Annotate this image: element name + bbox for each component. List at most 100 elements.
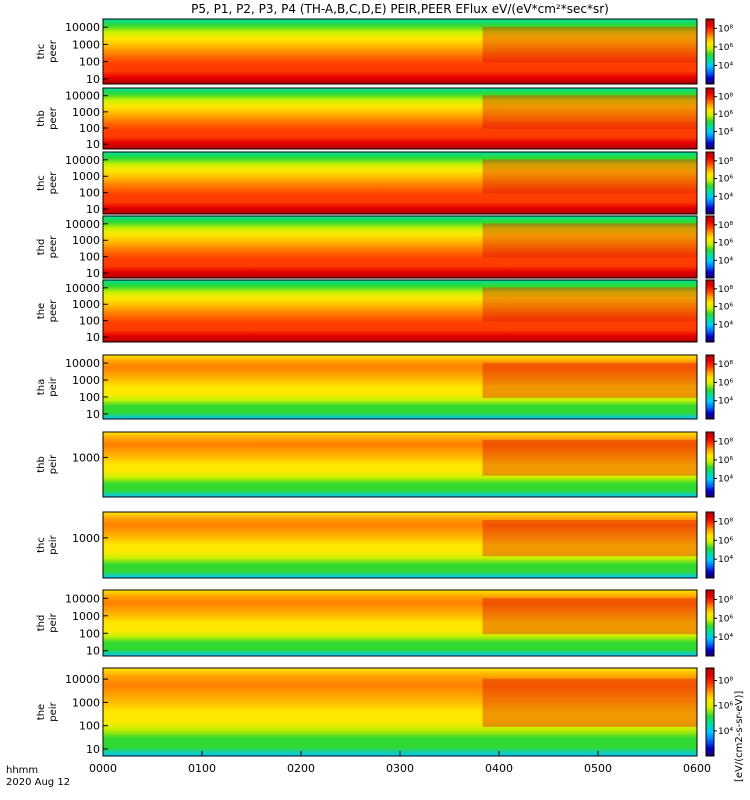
panel-label-thd_peer-sc: thd: [36, 239, 47, 256]
ytick-label-thd_peir-2: 1000: [72, 610, 100, 623]
chart-title: P5, P1, P2, P3, P4 (TH-A,B,C,D,E) PEIR,P…: [191, 2, 609, 16]
panel-label-the_peir-sc: the: [36, 704, 47, 720]
axis-frame-thd_peer: [102, 215, 698, 279]
ytick-label-the_peir-1: 100: [79, 720, 100, 733]
axis-frame-thc_peir: [102, 511, 698, 579]
ytick-label-thd_peir-3: 10000: [65, 592, 100, 605]
ytick-label-tha_peer-2: 1000: [72, 38, 100, 51]
enhancement-the_peir: [482, 678, 697, 727]
panel-label-tha_peir-type: peir: [48, 376, 59, 396]
enhancement-tha_peer: [482, 26, 697, 63]
colorbar-the_peer: [705, 279, 715, 343]
panel-label-tha_peer-sc: thc: [36, 44, 47, 60]
enhancement-tha_peir: [482, 362, 697, 398]
colorbar-tick-label-thc_peer-2: 10⁸: [718, 157, 733, 167]
xtick-label-3: 0300: [386, 762, 414, 775]
xtick-label-6: 0600: [683, 762, 711, 775]
ytick-label-thb_peer-0: 10: [86, 138, 100, 151]
panel-label-the_peer-sc: the: [36, 303, 47, 319]
panel-label-thb_peer-sc: thb: [36, 110, 47, 127]
colorbar-tick-label-thc_peer-0: 10⁴: [718, 192, 733, 202]
colorbar-tick-label-thc_peir-1: 10⁶: [718, 536, 733, 546]
ytick-label-the_peir-2: 1000: [72, 696, 100, 709]
panel-label-thb_peer-type: peer: [48, 106, 59, 130]
colorbar-tick-label-thd_peir-2: 10⁸: [718, 595, 733, 605]
colorbar-tick-label-thd_peer-2: 10⁸: [718, 221, 733, 231]
ytick-label-thb_peer-1: 100: [79, 122, 100, 135]
axis-frame-tha_peer: [102, 18, 698, 85]
colorbar-tick-label-tha_peer-0: 10⁴: [718, 61, 733, 71]
xtick-label-4: 0400: [485, 762, 513, 775]
colorbar-tick-label-the_peir-2: 10⁸: [718, 677, 733, 687]
ytick-label-the_peer-1: 100: [79, 315, 100, 328]
xtick-label-5: 0500: [584, 762, 612, 775]
ytick-label-thc_peer-3: 10000: [65, 154, 100, 167]
colorbar-tick-label-tha_peer-2: 10⁸: [718, 24, 733, 34]
ytick-label-tha_peer-0: 10: [86, 73, 100, 86]
enhancement-thb_peir: [482, 439, 697, 476]
colorbar-tick-label-the_peer-0: 10⁴: [718, 320, 733, 330]
panel-thb_peer: 10 100 1000 10000 thb peer 10⁴ 10⁶ 10⁸: [36, 87, 733, 151]
colorbar-the_peir: [705, 667, 715, 757]
spectrogram-the_peir: [103, 668, 697, 756]
colorbar-tick-label-thb_peer-2: 10⁸: [718, 93, 733, 103]
ytick-label-tha_peir-1: 100: [79, 391, 100, 404]
colorbar-tick-label-the_peer-2: 10⁸: [718, 285, 733, 295]
ytick-label-tha_peer-3: 10000: [65, 21, 100, 34]
colorbar-thc_peir: [705, 511, 715, 579]
spectrogram-thb_peer: [103, 88, 697, 149]
panel-tha_peir: 10 100 1000 10000 tha peir 10⁴ 10⁶ 10⁸: [36, 354, 733, 421]
ytick-label-thc_peer-0: 10: [86, 203, 100, 216]
spectrogram-tha_peer: [103, 19, 697, 84]
colorbar-tick-label-thc_peer-1: 10⁶: [718, 175, 733, 185]
xtick-label-0: 0000: [89, 762, 117, 775]
ytick-label-the_peer-3: 10000: [65, 282, 100, 295]
ytick-label-thd_peir-0: 10: [86, 645, 100, 658]
colorbar-tick-label-thb_peir-1: 10⁶: [718, 456, 733, 466]
spectrogram-thc_peer: [103, 152, 697, 214]
panel-label-thc_peer-sc: thc: [36, 175, 47, 191]
spectrogram-thd_peer: [103, 216, 697, 278]
colorbar-tha_peer: [705, 18, 715, 85]
ytick-label-thd_peer-1: 100: [79, 251, 100, 264]
enhancement-thc_peer: [482, 159, 697, 194]
colorbar-thd_peer: [705, 215, 715, 279]
colorbar-units-label: [eV/(cm2-s-sr-eV)]: [734, 691, 745, 782]
ytick-label-thd_peir-1: 100: [79, 627, 100, 640]
colorbar-tick-label-thc_peir-0: 10⁴: [718, 555, 733, 565]
ytick-label-the_peer-2: 1000: [72, 298, 100, 311]
ytick-label-thc_peer-1: 100: [79, 187, 100, 200]
colorbar-tick-label-thb_peer-0: 10⁴: [718, 128, 733, 138]
panel-thb_peir: 1000 thb peir 10⁴ 10⁶ 10⁸: [36, 431, 733, 498]
ytick-label-thd_peer-2: 1000: [72, 234, 100, 247]
panel-label-the_peer-type: peer: [48, 299, 59, 323]
panel-label-the_peir-type: peir: [48, 701, 59, 721]
panel-thc_peir: 1000 thc peir 10⁴ 10⁶ 10⁸: [36, 511, 733, 579]
panel-tha_peer: 10 100 1000 10000 thc peer 10⁴ 10⁶ 10⁸: [36, 18, 733, 86]
colorbar-tick-label-thd_peir-0: 10⁴: [718, 633, 733, 643]
ytick-label-tha_peer-1: 100: [79, 56, 100, 69]
ytick-label-thd_peer-0: 10: [86, 267, 100, 280]
colorbar-tick-label-tha_peer-1: 10⁶: [718, 43, 733, 53]
x-axis-label-hhmm: hhmm: [6, 765, 38, 776]
colorbar-tick-label-tha_peir-1: 10⁶: [718, 378, 733, 388]
axis-frame-thd_peir: [102, 589, 698, 657]
colorbar-tick-label-the_peir-1: 10⁶: [718, 702, 733, 712]
colorbar-tick-label-thc_peir-2: 10⁸: [718, 517, 733, 527]
spectrogram-thc_peir: [103, 512, 697, 578]
panel-the_peir: 10 100 1000 10000 the peir 10⁴ 10⁶ 10⁸: [36, 667, 733, 757]
axis-frame-thc_peer: [102, 151, 698, 215]
ytick-label-thc_peir-0: 1000: [72, 532, 100, 545]
enhancement-thb_peer: [482, 95, 697, 129]
colorbar-tick-label-thd_peer-0: 10⁴: [718, 256, 733, 266]
panel-label-tha_peir-sc: tha: [36, 379, 47, 395]
ytick-label-tha_peir-2: 1000: [72, 374, 100, 387]
xtick-label-2: 0200: [287, 762, 315, 775]
colorbar-tick-label-thb_peer-1: 10⁶: [718, 110, 733, 120]
x-axis: 0000 0100 0200 0300 0400 0500 0600: [89, 751, 711, 775]
axis-frame-tha_peir: [102, 354, 698, 420]
panel-thd_peer: 10 100 1000 10000 thd peer 10⁴ 10⁶ 10⁸: [36, 215, 733, 280]
colorbar-tha_peir: [705, 354, 715, 420]
ytick-label-thc_peer-2: 1000: [72, 170, 100, 183]
